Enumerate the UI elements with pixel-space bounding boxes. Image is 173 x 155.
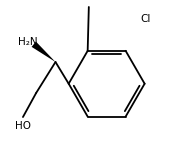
Text: HO: HO [15, 121, 31, 131]
Text: H₂N: H₂N [18, 37, 38, 47]
Text: Cl: Cl [140, 14, 150, 24]
Polygon shape [32, 42, 56, 62]
